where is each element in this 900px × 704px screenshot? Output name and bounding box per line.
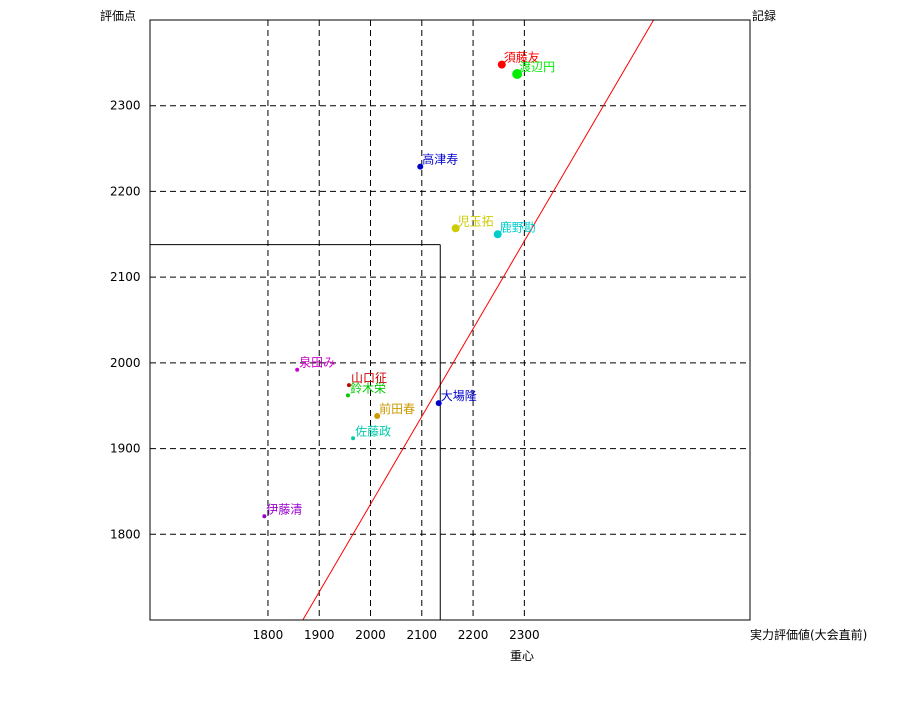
data-point — [512, 69, 523, 79]
data-point — [417, 163, 424, 170]
data-point-label: 渡辺円 — [519, 59, 555, 74]
data-point — [262, 514, 267, 519]
x-tick-label: 2100 — [407, 628, 438, 642]
data-point-label: 大場隆 — [441, 388, 477, 403]
data-point — [295, 367, 300, 372]
y-tick-label: 1900 — [110, 442, 141, 456]
data-point — [493, 230, 502, 239]
data-point-label: 須藤友 — [504, 51, 540, 65]
x-tick-label: 1900 — [304, 628, 335, 642]
plot-border — [149, 19, 751, 621]
tick-labels: 1800 1900 2000 2100 2200 2300 1800 1900 2000 2100… — [110, 99, 540, 642]
data-point-label: 鹿野勘 — [500, 219, 536, 234]
y-axis-top-right-label: 記録 — [752, 8, 776, 23]
x-tick-label: 2000 — [355, 628, 386, 642]
data-point-label: 前田春 — [379, 401, 415, 416]
data-point — [346, 383, 351, 388]
y-tick-label: 2300 — [110, 99, 141, 113]
data-point-label: 児玉拓 — [458, 214, 494, 228]
reference-line — [302, 19, 655, 621]
data-point-label: 高津寿 — [422, 152, 458, 167]
y-axis-top-label: 評価点 — [100, 8, 136, 23]
x-tick-label: 1800 — [253, 628, 284, 642]
highlight-group — [150, 244, 441, 620]
x-tick-label: 2200 — [458, 628, 489, 642]
data-point-label: 鈴木栄 — [350, 380, 386, 395]
grid-lines — [150, 20, 750, 620]
data-point-label: 山口征 — [351, 371, 387, 385]
data-point — [351, 436, 356, 441]
data-point — [345, 393, 350, 398]
data-point — [497, 60, 506, 69]
data-point — [451, 224, 460, 233]
x-axis-label: 重心 — [510, 649, 534, 663]
x-axis-right-label: 実力評価値(大会直前) — [750, 627, 867, 642]
data-point-label: 泉田み — [299, 356, 335, 370]
y-tick-label: 2100 — [110, 270, 141, 284]
data-point-label: 伊藤清 — [266, 502, 302, 516]
data-point — [374, 413, 381, 419]
data-point — [435, 400, 442, 407]
y-tick-label: 2200 — [110, 184, 141, 198]
data-point-label: 佐藤政 — [355, 424, 391, 438]
y-tick-label: 1800 — [110, 527, 141, 541]
plot-area — [150, 20, 750, 620]
reference-line-group — [302, 19, 655, 621]
x-tick-label: 2300 — [509, 628, 540, 642]
y-tick-label: 2000 — [110, 356, 141, 370]
